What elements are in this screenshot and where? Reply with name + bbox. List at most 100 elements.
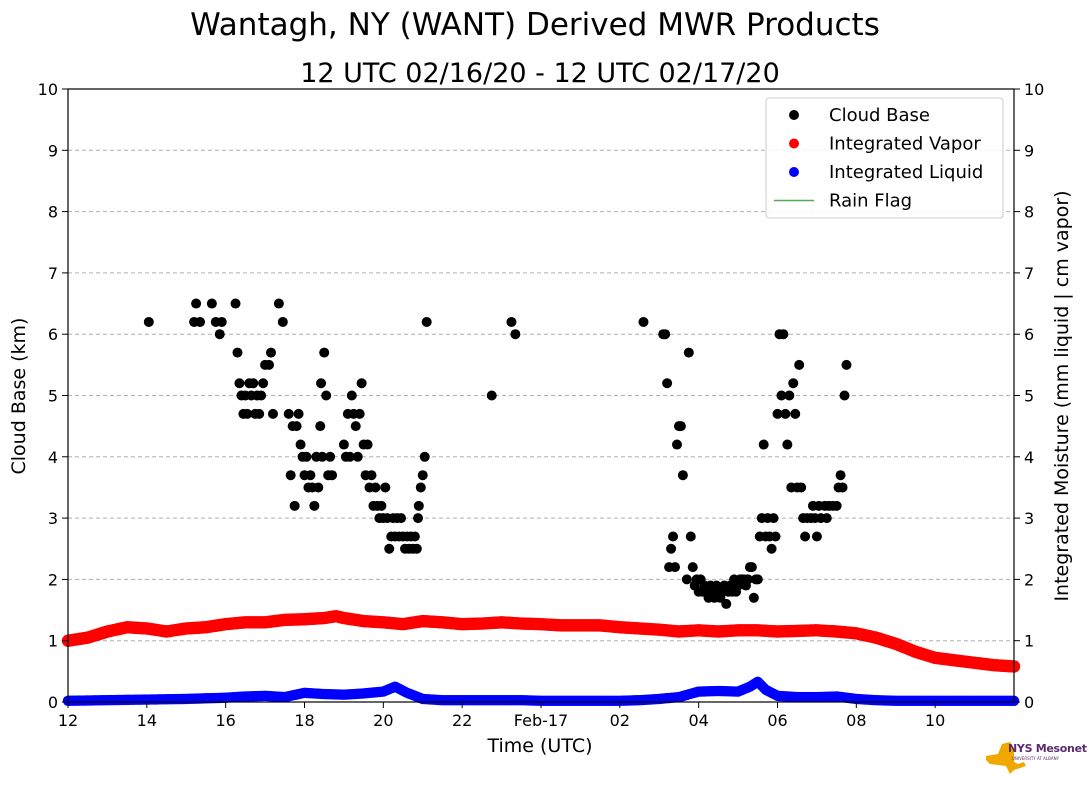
cloud-base-point-162 bbox=[780, 408, 791, 419]
chart-subtitle: 12 UTC 02/16/20 - 12 UTC 02/17/20 bbox=[300, 58, 780, 89]
y-tick-label-left-6: 6 bbox=[48, 325, 58, 344]
y-tick-label-right-2: 2 bbox=[1024, 570, 1034, 589]
cloud-base-point-14 bbox=[242, 408, 253, 419]
cloud-base-point-4 bbox=[206, 298, 217, 309]
x-tick-label-9: 06 bbox=[767, 711, 787, 730]
cloud-base-point-167 bbox=[790, 408, 801, 419]
y-tick-label-left-1: 1 bbox=[48, 632, 58, 651]
x-axis-label: Time (UTC) bbox=[486, 735, 592, 757]
cloud-base-point-45 bbox=[315, 421, 326, 432]
cloud-base-point-61 bbox=[354, 408, 365, 419]
cloud-base-point-160 bbox=[776, 390, 787, 401]
x-tick-label-6: Feb-17 bbox=[514, 711, 568, 730]
cloud-base-point-91 bbox=[413, 513, 424, 524]
cloud-base-point-30 bbox=[285, 470, 296, 481]
cloud-base-point-177 bbox=[811, 531, 822, 542]
cloud-base-point-156 bbox=[768, 513, 779, 524]
cloud-base-point-132 bbox=[721, 598, 732, 609]
cloud-base-point-181 bbox=[821, 513, 832, 524]
x-tick-label-4: 20 bbox=[373, 711, 393, 730]
cloud-base-point-158 bbox=[772, 408, 783, 419]
cloud-base-point-2 bbox=[191, 298, 202, 309]
cloud-base-point-48 bbox=[319, 347, 330, 358]
y-axis-label-right: Integrated Moisture (mm liquid | cm vapo… bbox=[1051, 190, 1073, 601]
y-tick-label-left-9: 9 bbox=[48, 141, 58, 160]
x-tick-label-5: 22 bbox=[452, 711, 472, 730]
cloud-base-point-51 bbox=[325, 451, 336, 462]
logo-text: NYS Mesonet bbox=[1008, 742, 1087, 755]
cloud-base-point-21 bbox=[256, 390, 267, 401]
cloud-base-point-60 bbox=[352, 451, 363, 462]
cloud-base-point-72 bbox=[376, 500, 387, 511]
cloud-base-point-49 bbox=[321, 390, 332, 401]
cloud-base-point-103 bbox=[662, 378, 673, 389]
y-tick-label-left-3: 3 bbox=[48, 509, 58, 528]
cloud-base-point-7 bbox=[216, 316, 227, 327]
y-tick-label-right-3: 3 bbox=[1024, 509, 1034, 528]
cloud-base-point-46 bbox=[316, 378, 327, 389]
cloud-base-point-100 bbox=[638, 316, 649, 327]
cloud-base-point-9 bbox=[232, 347, 243, 358]
cloud-base-point-143 bbox=[742, 574, 753, 585]
x-tick-label-10: 08 bbox=[846, 711, 866, 730]
legend-label-rain-flag: Rain Flag bbox=[829, 191, 912, 212]
cloud-base-point-59 bbox=[350, 421, 361, 432]
y-tick-label-left-5: 5 bbox=[48, 387, 58, 406]
cloud-base-point-110 bbox=[675, 421, 686, 432]
cloud-base-point-187 bbox=[837, 482, 848, 493]
cloud-base-point-166 bbox=[788, 378, 799, 389]
cloud-base-point-186 bbox=[835, 470, 846, 481]
cloud-base-point-151 bbox=[758, 439, 769, 450]
y-tick-label-right-6: 6 bbox=[1024, 325, 1034, 344]
cloud-base-point-163 bbox=[782, 439, 793, 450]
cloud-base-point-17 bbox=[248, 378, 259, 389]
cloud-base-point-157 bbox=[770, 531, 781, 542]
cloud-base-point-92 bbox=[413, 500, 424, 511]
cloud-base-point-145 bbox=[746, 562, 757, 573]
x-tick-label-11: 10 bbox=[925, 711, 945, 730]
cloud-base-point-105 bbox=[666, 543, 677, 554]
cloud-base-point-102 bbox=[660, 329, 671, 340]
cloud-base-point-65 bbox=[362, 439, 373, 450]
cloud-base-point-69 bbox=[370, 482, 381, 493]
y-tick-label-left-10: 10 bbox=[38, 80, 58, 99]
cloud-base-point-34 bbox=[293, 408, 304, 419]
cloud-base-point-99 bbox=[510, 329, 521, 340]
cloud-base-point-57 bbox=[346, 390, 357, 401]
cloud-base-point-67 bbox=[366, 470, 377, 481]
cloud-base-point-26 bbox=[267, 408, 278, 419]
y-tick-label-left-4: 4 bbox=[48, 448, 58, 467]
cloud-base-point-96 bbox=[421, 316, 432, 327]
cloud-base-point-89 bbox=[409, 531, 420, 542]
cloud-base-point-53 bbox=[338, 439, 349, 450]
cloud-base-point-62 bbox=[356, 378, 367, 389]
cloud-base-point-20 bbox=[254, 408, 265, 419]
series-integrated-vapor bbox=[61, 609, 1021, 673]
cloud-base-point-0 bbox=[143, 316, 154, 327]
chart-title: Wantagh, NY (WANT) Derived MWR Products bbox=[190, 7, 880, 43]
legend-box bbox=[765, 97, 1004, 219]
y-tick-label-left-8: 8 bbox=[48, 203, 58, 222]
legend-marker-cloud-base bbox=[789, 110, 799, 120]
cloud-base-point-28 bbox=[277, 316, 288, 327]
cloud-base-point-56 bbox=[344, 451, 355, 462]
legend-marker-integrated-vapor bbox=[789, 138, 799, 149]
cloud-base-point-3 bbox=[195, 316, 206, 327]
cloud-base-point-40 bbox=[305, 470, 316, 481]
legend-label-integrated-liquid: Integrated Liquid bbox=[829, 162, 983, 183]
cloud-base-point-44 bbox=[313, 482, 324, 493]
y-tick-label-right-8: 8 bbox=[1024, 203, 1034, 222]
cloud-base-point-98 bbox=[506, 316, 517, 327]
cloud-base-point-27 bbox=[273, 298, 284, 309]
cloud-base-point-189 bbox=[841, 359, 852, 370]
cloud-base-point-161 bbox=[778, 329, 789, 340]
cloud-base-point-93 bbox=[415, 482, 426, 493]
series-cloud-base bbox=[143, 298, 852, 609]
cloud-base-point-33 bbox=[291, 421, 302, 432]
cloud-base-point-155 bbox=[766, 543, 777, 554]
cloud-base-point-8 bbox=[230, 298, 241, 309]
x-tick-label-2: 16 bbox=[215, 711, 235, 730]
cloud-base-point-114 bbox=[685, 531, 696, 542]
y-tick-label-right-10: 10 bbox=[1024, 80, 1044, 99]
